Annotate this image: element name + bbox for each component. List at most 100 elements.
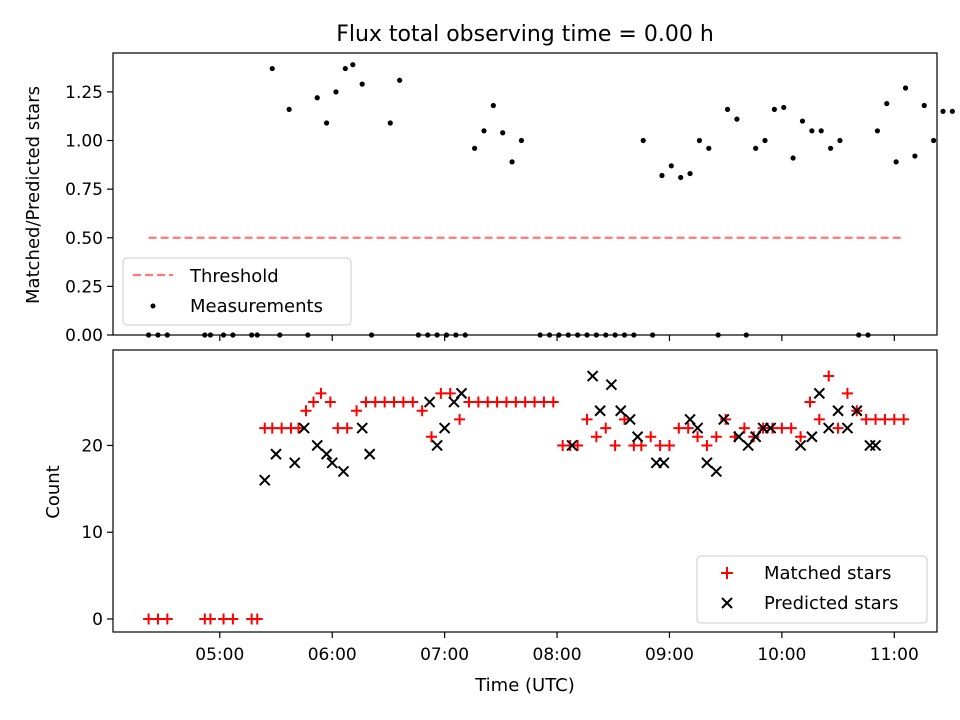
- matched-stars-point: [663, 439, 675, 451]
- measurement-point: [500, 130, 506, 136]
- matched-stars-point: [738, 422, 750, 434]
- predicted-stars-point: [363, 448, 376, 460]
- measurement-point: [687, 170, 693, 177]
- top-y-tick-label: 1.00: [65, 132, 103, 152]
- matched-stars-point: [841, 387, 853, 399]
- measurement-point: [762, 137, 768, 144]
- matched-stars-point: [300, 405, 312, 417]
- measurement-point: [509, 159, 515, 165]
- matched-stars-point: [720, 413, 732, 425]
- measurement-point: [799, 118, 806, 124]
- measurement-point: [342, 65, 348, 72]
- legend-predicted-label: Predicted stars: [764, 593, 898, 614]
- top-y-axis-label: Matched/Predicted stars: [23, 86, 44, 304]
- measurement-point: [724, 106, 731, 112]
- measurement-point: [771, 106, 777, 112]
- matched-stars-point: [266, 422, 278, 434]
- matched-stars-point: [324, 396, 336, 408]
- bottom-y-axis-label: Count: [43, 465, 64, 518]
- measurement-point: [481, 128, 487, 134]
- matched-stars-point: [888, 413, 900, 425]
- x-tick-label: 09:00: [645, 645, 694, 665]
- matched-stars-point: [351, 405, 363, 417]
- bottom-panel: 05:00 06:00 07:00 08:00 09:00 10:00 11:00 0 10 20: [81, 349, 938, 665]
- predicted-stars-point: [718, 413, 730, 426]
- legend-threshold-label: Threshold: [189, 266, 279, 287]
- measurement-point: [931, 137, 937, 144]
- bottom-axes-frame: [112, 349, 938, 633]
- matched-stars-point: [435, 387, 447, 399]
- measurement-point: [790, 155, 796, 161]
- matched-stars-point: [500, 396, 512, 408]
- legend-predicted-swatch: [721, 597, 733, 609]
- matched-stars-point: [701, 439, 713, 451]
- measurement-point: [734, 116, 740, 122]
- measurement-point: [490, 102, 496, 109]
- matched-stars-point: [276, 422, 288, 434]
- top-legend-box: [122, 257, 352, 326]
- matched-stars-point: [692, 431, 704, 443]
- predicted-stars-point: [438, 422, 451, 434]
- matched-stars-point: [804, 396, 816, 408]
- predicted-stars-point: [822, 422, 835, 434]
- measurement-point: [472, 145, 478, 151]
- matched-stars-point: [538, 396, 550, 408]
- measurement-point: [314, 95, 320, 101]
- predicted-stars-point: [701, 457, 713, 469]
- matched-stars-point: [767, 422, 778, 434]
- matched-stars-point: [609, 439, 621, 451]
- predicted-stars-point: [566, 439, 578, 452]
- legend-matched-swatch: [721, 567, 733, 579]
- matched-stars-point: [832, 422, 844, 434]
- x-tick-label: 06:00: [308, 645, 357, 665]
- legend-measurements-swatch: [150, 303, 156, 309]
- measurement-point: [269, 65, 275, 72]
- matched-stars-point: [572, 439, 584, 451]
- measurement-point: [359, 81, 365, 87]
- predicted-stars-point: [423, 396, 436, 408]
- bottom-legend: Matched stars Predicted stars: [696, 555, 928, 624]
- matched-stars-point: [898, 413, 910, 425]
- matched-stars-point: [795, 431, 807, 443]
- measurement-point: [286, 106, 292, 112]
- measurement-point: [706, 145, 712, 151]
- matched-stars-point: [673, 422, 685, 434]
- predicted-stars-point: [806, 431, 818, 443]
- x-axis-label: Time (UTC): [474, 675, 575, 696]
- predicted-stars-point: [658, 457, 670, 469]
- measurement-point: [350, 62, 356, 68]
- matched-stars-point: [360, 396, 372, 408]
- bottom-y-tick-label: 0: [92, 610, 103, 630]
- predicted-stars-point: [326, 457, 338, 469]
- matched-stars-point: [860, 413, 872, 425]
- measurement-point: [949, 108, 955, 114]
- matched-stars-point: [227, 613, 239, 625]
- matched-stars-point: [161, 613, 173, 625]
- matched-stars-point: [547, 396, 559, 408]
- measurement-point: [874, 128, 881, 134]
- matched-stars-point: [152, 613, 164, 625]
- matched-stars-point: [472, 396, 484, 408]
- x-tick-label: 05:00: [195, 645, 244, 665]
- bottom-legend-box: [696, 555, 928, 624]
- predicted-stars-point: [259, 474, 271, 486]
- matched-stars-point: [251, 613, 263, 625]
- predicted-stars-point: [851, 405, 863, 417]
- measurement-point: [809, 128, 815, 134]
- predicted-stars-point: [356, 422, 368, 434]
- matched-stars-point: [143, 613, 155, 625]
- predicted-stars-point: [594, 405, 606, 417]
- matched-stars-point: [879, 413, 891, 425]
- matched-stars-point: [463, 396, 475, 408]
- matched-stars-point: [785, 422, 797, 434]
- predicted-stars-point: [311, 439, 323, 452]
- x-tick-label: 07:00: [420, 645, 469, 665]
- measurement-point: [837, 137, 843, 144]
- x-tick-label: 08:00: [533, 645, 582, 665]
- matched-stars-point: [379, 396, 391, 408]
- predicted-stars-point: [832, 405, 844, 417]
- top-y-tick-label: 0.50: [65, 229, 103, 249]
- top-y-tick-label: 1.25: [65, 83, 103, 103]
- measurement-point: [940, 108, 946, 114]
